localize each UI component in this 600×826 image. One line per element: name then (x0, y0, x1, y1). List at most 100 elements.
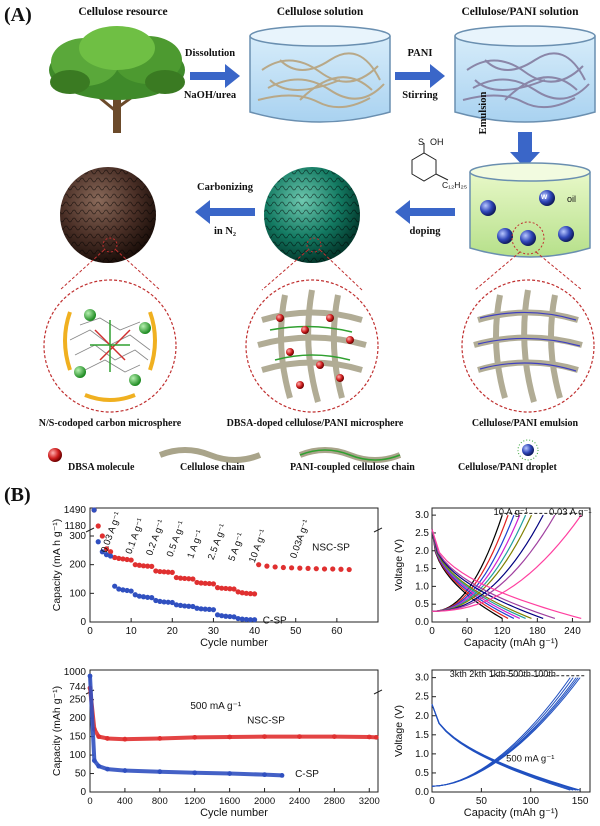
chart4-ytick-label: 0.5 (415, 768, 429, 779)
arrow-doping (395, 200, 455, 224)
arrow-carbonizing (195, 200, 255, 224)
chart1-rate-label: 1 A g⁻¹ (185, 529, 205, 560)
chart1-point (153, 568, 159, 574)
chart1-point (243, 616, 249, 623)
chart3-point (122, 736, 128, 742)
chart3-point (122, 768, 128, 773)
chart1-point (99, 533, 105, 539)
chart2-xlabel: Capacity (mAh g⁻¹) (464, 637, 558, 649)
chart2-discharge-curve (431, 529, 515, 619)
chart3-ylabel: Capacity (mAh g⁻¹) (51, 686, 63, 776)
stage-title-pani-solution: Cellulose/PANI solution (461, 6, 579, 18)
chart1-rate-label: 10 A g⁻¹ (247, 528, 269, 564)
chart4-charge-curve (431, 677, 574, 787)
chart4-discharge-curve (431, 704, 581, 791)
caption-carbon-microsphere: N/S-codoped carbon microsphere (38, 418, 182, 429)
chart1-point (194, 579, 200, 586)
chart1-ytick-label: 200 (69, 560, 86, 571)
chart1-rate-label: 0.1 A g⁻¹ (124, 517, 147, 556)
chart1-point (136, 593, 142, 599)
chart2-xtick-label: 240 (564, 626, 581, 637)
chart1-rate-label: 0.2 A g⁻¹ (144, 518, 167, 557)
chart3-ytick-label: 50 (75, 769, 87, 780)
chart3-xtick-label: 1200 (184, 796, 205, 807)
chart2-frame (431, 507, 591, 623)
chart1-point (210, 581, 217, 587)
chart1-point (112, 583, 118, 589)
chart1-point (99, 549, 105, 555)
chart2-annotation: 0.03 A g⁻¹ (549, 507, 592, 518)
chart4-charge-curve (431, 677, 577, 787)
chart3-ytick-label: 250 (69, 695, 86, 706)
panel-a-label: (A) (4, 4, 32, 26)
chart3-series-label: NSC-SP (247, 716, 285, 727)
chart1-point (227, 586, 233, 592)
chart3-xtick-label: 2800 (324, 796, 345, 807)
chart1-xtick-label: 0 (87, 626, 93, 637)
chart2-ytick-label: 2.5 (415, 528, 429, 539)
chart3-series-band (88, 675, 283, 778)
chart1-point (103, 552, 110, 558)
chart4-discharge-curve (431, 704, 577, 791)
chart2-ytick-label: 0.5 (415, 599, 429, 610)
zoom-carbon (43, 279, 177, 413)
chart4-xtick-label: 150 (572, 796, 589, 807)
chart1-point (124, 587, 130, 594)
chart1-ytick-label: 0 (80, 617, 86, 628)
chart1-point (239, 590, 245, 596)
chart1-point (321, 566, 328, 572)
chart4-xtick-label: 0 (429, 796, 435, 807)
chart1-xtick-label: 10 (126, 626, 138, 637)
legend-chain-icon (158, 447, 262, 463)
chart1-point (190, 576, 196, 582)
chart3-annotation: 500 mA g⁻¹ (190, 701, 242, 712)
chart1-rate-label: 0.5 A g⁻¹ (165, 520, 188, 559)
chart3-xtick-label: 2400 (289, 796, 310, 807)
chart2-ylabel: Voltage (V) (393, 539, 405, 591)
chart3-point (262, 734, 267, 740)
chart4-annotation: 3kth 2kth 1kth 500th 100th (450, 669, 556, 679)
chart3-point (96, 734, 102, 740)
dbsa-structure (411, 143, 449, 182)
chart1-point (165, 599, 171, 605)
chart1-point (227, 613, 233, 620)
chart1-point (210, 607, 217, 613)
label-carbonizing: Carbonizing (196, 182, 253, 193)
label-chem-s: S (418, 137, 425, 147)
schematic-illustration (43, 25, 596, 463)
chart1-point (103, 546, 110, 552)
chart4-ytick-label: 1.5 (415, 730, 429, 741)
chart1-point (124, 556, 130, 563)
chart1-ylabel: Capacity (mA h g⁻¹) (51, 519, 63, 612)
chart1-point (95, 523, 101, 529)
caption-emulsion: Cellulose/PANI emulsion (471, 418, 579, 429)
chart1-ytick-label: 1490 (64, 505, 87, 516)
chart3-point (373, 734, 379, 740)
label-chem-alkyl: C₁₂H₂₅ (442, 180, 468, 190)
chart1-point (198, 580, 204, 586)
chart4-frame (431, 669, 591, 793)
chart1-break-right (373, 527, 383, 533)
chart1-point (173, 574, 179, 581)
chart1-point (140, 563, 147, 569)
chart1-xtick-label: 20 (167, 626, 179, 637)
chart1-point (346, 566, 352, 573)
chart1-point (206, 606, 212, 612)
chart2-ytick-label: 2.0 (415, 546, 429, 557)
chart2-discharge-curve (431, 529, 582, 620)
chart1-point (247, 617, 254, 623)
chart1-break-left (85, 527, 95, 533)
beaker-emulsion (469, 162, 591, 258)
legend-dbsa-icon (48, 448, 62, 462)
arrow-emulsion (510, 132, 540, 168)
chart1-xtick-label: 40 (249, 626, 261, 637)
label-pani: PANI (407, 48, 433, 59)
label-emulsion: Emulsion (478, 91, 489, 135)
chart4-ylabel: Voltage (V) (393, 705, 405, 757)
chart3-ytick-label: 1000 (64, 667, 87, 678)
chart2-charge-curve (431, 514, 556, 612)
chart4-xtick-label: 100 (522, 796, 539, 807)
chart3-point (297, 734, 302, 740)
chart1-point (247, 591, 254, 597)
chart1-point (190, 603, 196, 610)
